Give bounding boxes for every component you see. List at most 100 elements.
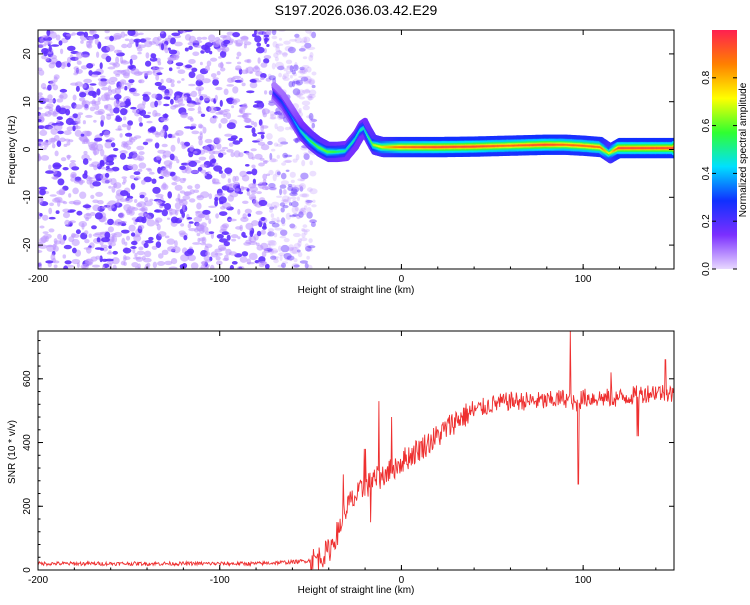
- heatmap-noise-cell: [177, 193, 181, 201]
- heatmap-noise-cell: [292, 158, 298, 163]
- heatmap-noise-cell: [275, 50, 283, 55]
- heatmap-noise-cell: [142, 93, 149, 97]
- heatmap-noise-cell: [128, 224, 136, 232]
- heatmap-noise-cell: [258, 162, 265, 167]
- heatmap-noise-cell: [304, 243, 309, 250]
- heatmap-noise-cell: [304, 76, 309, 81]
- heatmap-noise-cell: [285, 59, 293, 65]
- heatmap-noise-cell: [129, 175, 135, 179]
- heatmap-noise-cell: [301, 36, 311, 43]
- heatmap-noise-cell: [260, 229, 266, 235]
- heatmap-noise-cell: [308, 54, 314, 62]
- heatmap-noise-cell: [266, 203, 272, 208]
- heatmap-noise-cell: [306, 95, 313, 99]
- heatmap-noise-cell: [94, 212, 103, 220]
- heatmap-noise-cell: [300, 178, 305, 182]
- heatmap-noise-cell: [182, 203, 186, 210]
- heatmap-noise-cell: [267, 242, 276, 246]
- heatmap-noise-cell: [282, 51, 288, 58]
- heatmap-noise-cell: [106, 44, 115, 52]
- heatmap-noise-cell: [264, 263, 270, 269]
- heatmap-noise-cell: [196, 202, 202, 210]
- heatmap-noise-cell: [124, 241, 128, 246]
- heatmap-noise-cell: [263, 34, 270, 38]
- heatmap-noise-cell: [188, 83, 196, 87]
- heatmap-noise-cell: [57, 130, 64, 135]
- heatmap-noise-cell: [283, 189, 287, 195]
- heatmap-noise-cell: [38, 249, 43, 254]
- heatmap-noise-cell: [213, 116, 219, 119]
- heatmap-noise-cell: [59, 137, 66, 143]
- heatmap-noise-cell: [298, 184, 304, 188]
- heatmap-noise-cell: [167, 58, 172, 65]
- heatmap-noise-cell: [198, 138, 203, 146]
- heatmap-noise-cell: [280, 207, 285, 213]
- heatmap-noise-cell: [295, 79, 303, 86]
- heatmap-noise-cell: [84, 230, 89, 235]
- heatmap-noise-cell: [136, 250, 145, 256]
- heatmap-noise-cell: [83, 78, 92, 84]
- heatmap-noise-cell: [197, 111, 203, 114]
- heatmap-noise-cell: [280, 244, 290, 253]
- heatmap-noise-cell: [144, 250, 152, 258]
- heatmap-noise-cell: [221, 231, 229, 236]
- heatmap-noise-cell: [246, 66, 254, 74]
- heatmap-noise-cell: [74, 129, 82, 137]
- heatmap-noise-cell: [145, 139, 153, 143]
- heatmap-noise-cell: [72, 247, 77, 254]
- heatmap-noise-cell: [269, 185, 277, 191]
- heatmap-noise-cell: [57, 233, 62, 240]
- heatmap-noise-cell: [121, 59, 127, 64]
- heatmap-noise-cell: [82, 204, 92, 209]
- heatmap-noise-cell: [50, 253, 56, 261]
- heatmap-noise-cell: [90, 142, 99, 150]
- heatmap-noise-cell: [269, 220, 276, 225]
- heatmap-noise-cell: [256, 244, 264, 251]
- heatmap-noise-cell: [119, 150, 128, 155]
- heatmap-noise-cell: [39, 113, 48, 117]
- heatmap-noise-cell: [294, 36, 303, 44]
- heatmap-noise-cell: [309, 31, 313, 37]
- heatmap-noise-cell: [81, 154, 90, 161]
- heatmap-noise-cell: [136, 202, 143, 208]
- heatmap-noise-cell: [303, 152, 309, 156]
- heatmap-noise-cell: [192, 51, 200, 57]
- heatmap-noise-cell: [267, 73, 272, 79]
- heatmap-noise-cell: [138, 32, 144, 36]
- heatmap-noise-cell: [38, 186, 48, 190]
- heatmap-noise-cell: [279, 236, 287, 239]
- heatmap-noise-cell: [310, 118, 318, 122]
- heatmap-noise-cell: [80, 133, 85, 137]
- heatmap-noise-cell: [263, 248, 268, 252]
- heatmap-noise-cell: [100, 119, 104, 127]
- heatmap-noise-cell: [298, 238, 302, 243]
- heatmap-noise-cell: [108, 137, 115, 142]
- heatmap-noise-cell: [254, 80, 262, 83]
- heatmap-noise-cell: [291, 80, 296, 87]
- heatmap-noise-cell: [42, 87, 47, 90]
- heatmap-noise-cell: [249, 79, 257, 83]
- heatmap-noise-cell: [92, 181, 101, 187]
- heatmap-noise-cell: [299, 186, 304, 192]
- heatmap-noise-cell: [90, 74, 99, 78]
- heatmap-noise-cell: [213, 137, 222, 144]
- heatmap-noise-cell: [137, 224, 145, 230]
- heatmap-noise-cell: [138, 212, 147, 217]
- heatmap-noise-cell: [131, 136, 138, 141]
- heatmap-noise-cell: [254, 65, 259, 70]
- heatmap-noise-cell: [210, 57, 218, 62]
- heatmap-noise-cell: [293, 78, 299, 82]
- heatmap-noise-cell: [188, 71, 196, 79]
- heatmap-noise-cell: [218, 123, 222, 129]
- heatmap-noise-cell: [147, 111, 151, 115]
- heatmap-noise-cell: [210, 73, 217, 78]
- heatmap-noise-cell: [204, 138, 213, 144]
- heatmap-noise-cell: [119, 198, 127, 202]
- heatmap-noise-cell: [290, 184, 297, 190]
- heatmap-noise-cell: [265, 186, 269, 191]
- heatmap-noise-cell: [76, 210, 83, 216]
- heatmap-noise-cell: [201, 78, 211, 84]
- heatmap-noise-cell: [83, 213, 92, 220]
- heatmap-noise-cell: [81, 83, 87, 89]
- heatmap-noise-cell: [94, 232, 104, 236]
